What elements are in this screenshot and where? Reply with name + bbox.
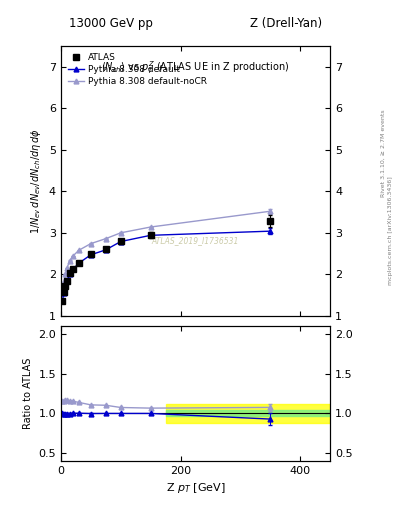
- Text: Z (Drell-Yan): Z (Drell-Yan): [250, 17, 322, 30]
- Text: $\langle N_{ch}\rangle$ vs $p_T^Z$ (ATLAS UE in Z production): $\langle N_{ch}\rangle$ vs $p_T^Z$ (ATLA…: [101, 59, 290, 76]
- Text: Rivet 3.1.10, ≥ 2.7M events: Rivet 3.1.10, ≥ 2.7M events: [381, 110, 386, 198]
- X-axis label: Z $p_T$ [GeV]: Z $p_T$ [GeV]: [166, 481, 225, 495]
- Text: ATLAS_2019_I1736531: ATLAS_2019_I1736531: [152, 236, 239, 245]
- Y-axis label: Ratio to ATLAS: Ratio to ATLAS: [23, 358, 33, 429]
- Text: 13000 GeV pp: 13000 GeV pp: [69, 17, 153, 30]
- Bar: [165, 410, 330, 416]
- Y-axis label: $1/N_{ev}\,dN_{ev}/dN_{ch}/d\eta\,d\phi$: $1/N_{ev}\,dN_{ev}/dN_{ch}/d\eta\,d\phi$: [29, 128, 43, 234]
- Bar: [165, 403, 330, 423]
- Legend: ATLAS, Pythia 8.308 default, Pythia 8.308 default-noCR: ATLAS, Pythia 8.308 default, Pythia 8.30…: [65, 51, 210, 89]
- Text: mcplots.cern.ch [arXiv:1306.3436]: mcplots.cern.ch [arXiv:1306.3436]: [388, 176, 393, 285]
